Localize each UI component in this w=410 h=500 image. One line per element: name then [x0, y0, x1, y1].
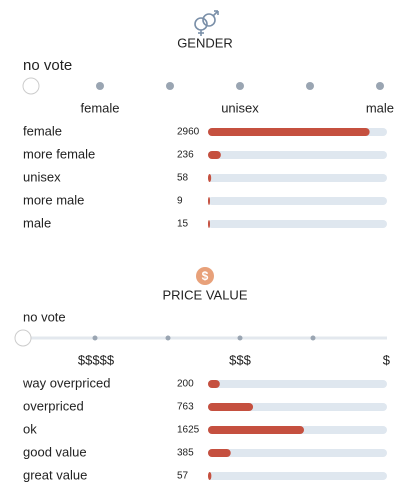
vote-count: 236 [177, 150, 194, 161]
row-label: great value [23, 467, 87, 482]
bar [208, 174, 212, 182]
slider-step[interactable] [96, 82, 104, 90]
gender-icon [194, 10, 219, 36]
bar [208, 426, 304, 434]
bar-track [208, 380, 387, 388]
row-label: unisex [23, 169, 61, 184]
vote-count: 9 [177, 196, 183, 207]
bar [208, 403, 254, 411]
slider-step[interactable] [310, 335, 316, 341]
slider-step[interactable] [165, 335, 171, 341]
slider-step[interactable] [306, 82, 314, 90]
row-label: good value [23, 444, 87, 459]
vote-count: 385 [177, 448, 194, 459]
row-label: overpriced [23, 398, 84, 413]
no-vote-label: no vote [23, 57, 72, 74]
bar-track [208, 403, 387, 411]
vote-count: 763 [177, 402, 194, 413]
bar [208, 220, 210, 228]
scale-label: $ [383, 352, 391, 367]
scale-label: $$$$$ [78, 352, 115, 367]
slider-step[interactable] [92, 335, 98, 341]
bar [208, 151, 221, 159]
bar-track [208, 197, 387, 205]
scale-label: unisex [221, 100, 259, 115]
section-title: GENDER [177, 35, 233, 50]
bar [208, 472, 212, 480]
price-icon: $ [196, 267, 214, 285]
vote-count: 2960 [177, 127, 200, 138]
slider-step[interactable] [166, 82, 174, 90]
vote-count: 1625 [177, 425, 200, 436]
scale-label: male [366, 100, 394, 115]
bar [208, 128, 370, 136]
bar-track [208, 449, 387, 457]
bar-track [208, 220, 387, 228]
row-label: ok [23, 421, 37, 436]
row-label: male [23, 215, 51, 230]
bar [208, 197, 210, 205]
slider-step[interactable] [376, 82, 384, 90]
bar-track [208, 151, 387, 159]
row-label: way overpriced [22, 375, 110, 390]
vote-count: 200 [177, 379, 194, 390]
slider-knob[interactable] [22, 77, 40, 95]
slider-step[interactable] [237, 335, 243, 341]
no-vote-label: no vote [23, 309, 66, 324]
section-title: PRICE VALUE [162, 287, 247, 302]
row-label: more female [23, 146, 95, 161]
slider-step[interactable] [236, 82, 244, 90]
scale-label: $$$ [229, 352, 251, 367]
bar [208, 449, 231, 457]
row-label: more male [23, 192, 84, 207]
slider-knob[interactable] [14, 329, 32, 347]
scale-label: female [80, 100, 119, 115]
bar [208, 380, 220, 388]
vote-count: 58 [177, 173, 189, 184]
vote-count: 15 [177, 219, 189, 230]
svg-text:$: $ [202, 269, 209, 283]
bar-track [208, 174, 387, 182]
bar-track [208, 472, 387, 480]
vote-count: 57 [177, 471, 189, 482]
row-label: female [23, 123, 62, 138]
